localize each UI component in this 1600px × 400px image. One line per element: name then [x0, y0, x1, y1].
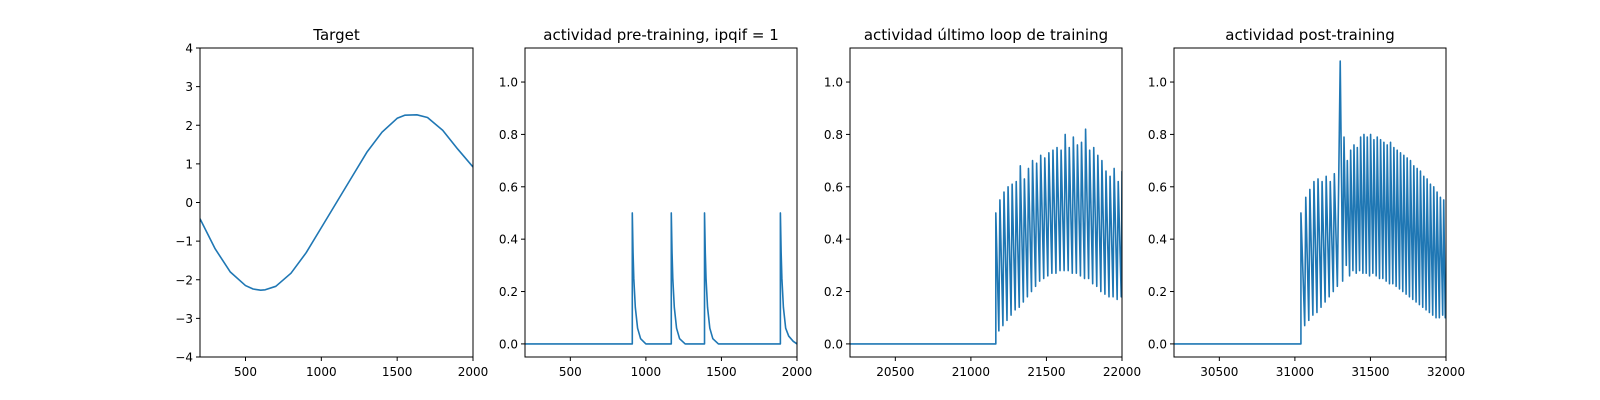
- y-tick-label: 0.4: [824, 233, 843, 247]
- y-tick-label: 0.6: [499, 180, 518, 194]
- x-tick-label: 20500: [876, 365, 914, 379]
- y-tick-label: 1: [185, 157, 193, 171]
- axes-frame: [1173, 47, 1447, 358]
- y-tick-label: 0.2: [824, 285, 843, 299]
- y-tick-label: 0.0: [824, 337, 843, 351]
- y-tick-label: −1: [175, 235, 193, 249]
- subplot-1: 500 1000 1500 2000 −4 −3 −2 −1 0 1 2 3 4 Target: [175, 26, 488, 379]
- x-tick-label: 2000: [782, 365, 813, 379]
- x-tick-label: 21500: [1027, 365, 1065, 379]
- x-tick-label: 21000: [952, 365, 990, 379]
- subplot-title: actividad post-training: [1225, 26, 1394, 44]
- y-tick-label: 2: [185, 119, 193, 133]
- y-tick-label: 0: [185, 196, 193, 210]
- axes-frame: [524, 47, 798, 358]
- y-tick-label: 0.6: [1148, 180, 1167, 194]
- x-tick-label: 500: [234, 365, 257, 379]
- x-tick-label: 1500: [706, 365, 737, 379]
- y-tick-label: 1.0: [499, 76, 518, 90]
- series-line-1: [850, 128, 1122, 345]
- y-tick-label: −4: [175, 351, 193, 365]
- subplot-title: actividad último loop de training: [864, 26, 1108, 44]
- y-tick-label: 0.6: [824, 180, 843, 194]
- y-tick-label: −2: [175, 273, 193, 287]
- y-tick-label: 0.2: [1148, 285, 1167, 299]
- subplot-3: 20500 21000 21500 22000 0.0 0.2 0.4 0.6 0.8 1.0 ac…: [824, 26, 1141, 379]
- x-tick-label: 30500: [1200, 365, 1238, 379]
- series-line-1: [525, 212, 797, 345]
- y-tick-label: 0.0: [1148, 337, 1167, 351]
- series-line-1: [1174, 60, 1446, 345]
- y-tick-label: 0.8: [824, 128, 843, 142]
- y-tick-label: 0.4: [499, 233, 518, 247]
- x-tick-label: 500: [559, 365, 582, 379]
- x-tick-label: 1500: [382, 365, 413, 379]
- axes-frame: [849, 47, 1123, 358]
- series-line-1: [200, 114, 473, 291]
- x-tick-label: 31000: [1276, 365, 1314, 379]
- x-tick-label: 2000: [458, 365, 489, 379]
- x-tick-label: 32000: [1427, 365, 1465, 379]
- y-tick-label: 0.4: [1148, 233, 1167, 247]
- y-tick-label: −3: [175, 312, 193, 326]
- y-tick-label: 0.2: [499, 285, 518, 299]
- x-tick-label: 22000: [1103, 365, 1141, 379]
- subplot-4: 30500 31000 31500 32000 0.0 0.2 0.4 0.6 0.8 1.0 ac…: [1148, 26, 1465, 379]
- y-tick-label: 1.0: [1148, 76, 1167, 90]
- y-tick-label: 4: [185, 42, 193, 56]
- y-tick-label: 1.0: [824, 76, 843, 90]
- y-tick-label: 0.8: [499, 128, 518, 142]
- subplot-title: actividad pre-training, ipqif = 1: [543, 26, 779, 44]
- y-tick-label: 0.0: [499, 337, 518, 351]
- y-tick-label: 3: [185, 80, 193, 94]
- subplot-2: 500 1000 1500 2000 0.0 0.2 0.4 0.6 0.8 1.0 activid…: [499, 26, 812, 379]
- subplot-title: Target: [312, 26, 360, 44]
- x-tick-label: 1000: [631, 365, 662, 379]
- x-tick-label: 1000: [306, 365, 337, 379]
- x-tick-label: 31500: [1351, 365, 1389, 379]
- subplot-grid: 500 1000 1500 2000 −4 −3 −2 −1 0 1 2 3 4 Target 500 100…: [175, 26, 1465, 379]
- y-tick-label: 0.8: [1148, 128, 1167, 142]
